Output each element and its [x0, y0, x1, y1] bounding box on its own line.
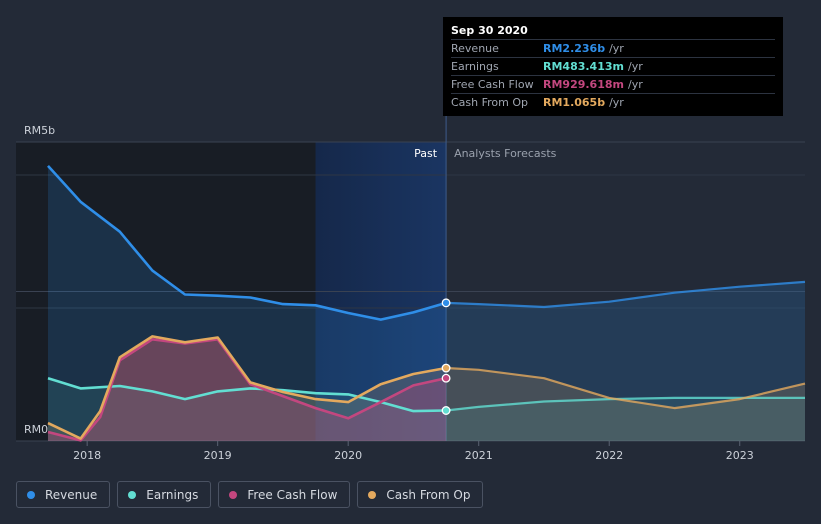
x-tick-label: 2021 — [465, 449, 493, 462]
tooltip-cfo-value: RM1.065b — [543, 96, 606, 109]
tooltip-row-cfo: Cash From Op RM1.065b /yr — [451, 93, 775, 111]
tooltip-fcf-unit: /yr — [627, 78, 643, 91]
tooltip-earnings-value: RM483.413m — [543, 60, 624, 73]
forecast-label: Analysts Forecasts — [454, 147, 557, 160]
tooltip-earnings-unit: /yr — [627, 60, 643, 73]
tooltip-cfo-label: Cash From Op — [451, 96, 529, 109]
tooltip-date: Sep 30 2020 — [451, 24, 528, 37]
forecast-line-cfo — [446, 366, 806, 410]
tooltip-row-earnings: Earnings RM483.413m /yr — [451, 57, 775, 75]
past-label: Past — [414, 147, 438, 160]
area-earnings — [48, 378, 805, 441]
marker-revenue — [441, 298, 451, 308]
x-tick-label: 2023 — [726, 449, 754, 462]
tooltip-fcf-value: RM929.618m — [543, 78, 624, 91]
legend: Revenue Earnings Free Cash Flow Cash Fro… — [16, 481, 490, 508]
tooltip-revenue-unit: /yr — [609, 42, 624, 55]
tooltip-earnings-label: Earnings — [451, 60, 499, 73]
tooltip-cfo-unit: /yr — [609, 96, 624, 109]
legend-item-cfo[interactable]: Cash From Op — [357, 481, 484, 508]
area-revenue — [48, 165, 805, 441]
y-axis-label-top: RM5b — [24, 124, 55, 137]
forecast-line-revenue — [446, 280, 806, 309]
area-fcf — [48, 339, 447, 441]
legend-earnings-label: Earnings — [146, 487, 199, 502]
tooltip-fcf-label: Free Cash Flow — [451, 78, 534, 91]
tooltip: Sep 30 2020 Revenue RM2.236b /yr Earning… — [443, 17, 783, 116]
tooltip-revenue-label: Revenue — [451, 42, 499, 55]
marker-cfo — [441, 363, 451, 373]
line-cfo — [47, 335, 447, 440]
tooltip-revenue-value: RM2.236b — [543, 42, 606, 55]
y-axis-label-bottom: RM0 — [24, 423, 48, 436]
cfo-dot-icon — [368, 490, 377, 499]
line-revenue — [47, 165, 447, 321]
forecast-line-earnings — [445, 396, 805, 412]
legend-fcf-label: Free Cash Flow — [247, 487, 338, 502]
fcf-dot-icon — [229, 490, 238, 499]
x-tick-label: 2018 — [73, 449, 101, 462]
revenue-dot-icon — [27, 490, 35, 499]
earnings-dot-icon — [128, 490, 137, 499]
area-cfo — [48, 336, 805, 441]
x-tick-label: 2020 — [334, 449, 362, 462]
tooltip-row-fcf: Free Cash Flow RM929.618m /yr — [451, 75, 775, 93]
marker-earnings — [441, 406, 451, 415]
x-tick-label: 2022 — [595, 449, 623, 462]
legend-revenue-label: Revenue — [45, 487, 98, 502]
legend-item-fcf[interactable]: Free Cash Flow — [218, 481, 351, 508]
legend-cfo-label: Cash From Op — [386, 487, 471, 502]
legend-item-earnings[interactable]: Earnings — [117, 481, 212, 508]
x-tick-label: 2019 — [204, 449, 232, 462]
tooltip-row-revenue: Revenue RM2.236b /yr — [451, 39, 775, 57]
marker-fcf — [441, 373, 451, 383]
legend-item-revenue[interactable]: Revenue — [16, 481, 111, 508]
